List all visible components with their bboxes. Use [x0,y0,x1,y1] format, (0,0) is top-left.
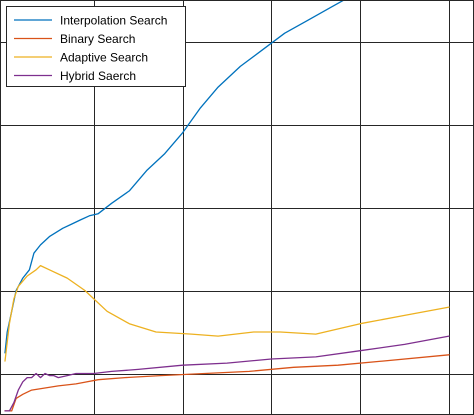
series-line-2 [4,264,450,362]
legend-label-3: Hybrid Saerch [60,69,136,83]
series-line-1 [4,354,450,412]
series-line-0 [4,0,346,354]
series-line-3 [4,335,450,412]
series-lines [4,0,450,412]
legend: Interpolation Search Binary Search Adaptiv… [6,6,186,87]
legend-label-0: Interpolation Search [60,14,167,28]
legend-label-1: Binary Search [60,32,135,46]
legend-label-2: Adaptive Search [60,51,148,65]
